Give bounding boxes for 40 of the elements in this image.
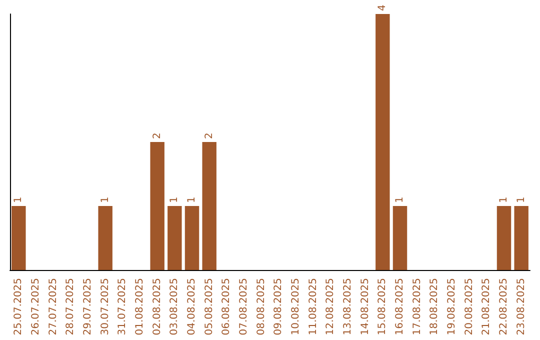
x-tick-label: 02.08.2025 — [152, 278, 163, 336]
x-tick-label: 15.08.2025 — [377, 278, 388, 336]
x-tick-label: 10.08.2025 — [290, 278, 302, 336]
x-tick-label: 27.07.2025 — [48, 278, 59, 336]
x-tick-label: 08.08.2025 — [256, 278, 267, 336]
data-label: 1 — [169, 196, 180, 203]
data-label: 1 — [394, 196, 406, 203]
x-tick-label: 14.08.2025 — [360, 278, 371, 336]
x-tick-label: 04.08.2025 — [186, 278, 198, 336]
data-label: 4 — [377, 4, 388, 11]
data-label: 2 — [152, 132, 163, 139]
x-tick-label: 29.07.2025 — [82, 278, 94, 336]
x-tick-label: 07.08.2025 — [238, 278, 250, 336]
x-tick-label: 31.07.2025 — [117, 278, 128, 336]
x-tick-label: 25.07.2025 — [13, 278, 24, 336]
x-tick-label: 11.08.2025 — [308, 278, 319, 336]
data-label: 1 — [13, 196, 24, 203]
x-tick-label: 30.07.2025 — [100, 278, 111, 336]
x-tick-label: 05.08.2025 — [204, 278, 215, 336]
x-tick-label: 26.07.2025 — [30, 278, 42, 336]
x-tick-label: 13.08.2025 — [342, 278, 354, 336]
x-tick-label: 28.07.2025 — [65, 278, 76, 336]
x-tick-label: 19.08.2025 — [446, 278, 458, 336]
data-label: 1 — [186, 196, 198, 203]
x-tick-label: 21.08.2025 — [481, 278, 492, 336]
data-label: 1 — [498, 196, 510, 203]
x-tick-label: 12.08.2025 — [325, 278, 336, 336]
x-tick-label: 01.08.2025 — [134, 278, 146, 336]
x-tick-label: 23.08.2025 — [516, 278, 527, 336]
x-tick-label: 06.08.2025 — [221, 278, 232, 336]
x-tick-label: 03.08.2025 — [169, 278, 180, 336]
x-tick-label: 20.08.2025 — [464, 278, 475, 336]
data-label: 2 — [204, 132, 215, 139]
x-tick-label: 17.08.2025 — [412, 278, 423, 336]
data-label: 1 — [100, 196, 111, 203]
x-tick-label: 16.08.2025 — [394, 278, 406, 336]
x-tick-label: 18.08.2025 — [429, 278, 440, 336]
x-tick-label: 22.08.2025 — [498, 278, 510, 336]
x-tick-label: 09.08.2025 — [273, 278, 284, 336]
data-label: 1 — [516, 196, 527, 203]
